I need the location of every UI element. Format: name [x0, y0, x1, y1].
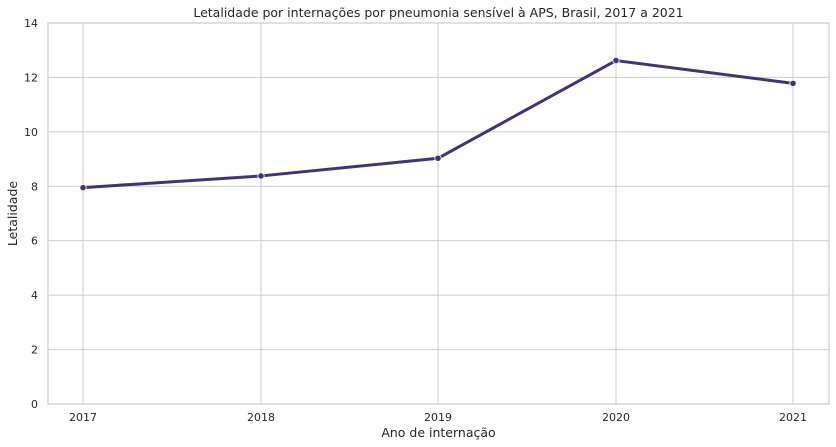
x-axis-label: Ano de internação [381, 425, 495, 440]
y-tick-label: 10 [24, 126, 38, 139]
data-point [79, 184, 87, 192]
plot-area [47, 22, 830, 405]
y-tick-label: 2 [31, 344, 38, 357]
data-point [434, 154, 442, 162]
y-tick-label: 14 [24, 17, 38, 30]
series-layer [79, 56, 797, 192]
x-tick-label: 2018 [247, 411, 275, 424]
y-tick-label: 6 [31, 235, 38, 248]
data-point [612, 56, 620, 65]
y-tick-label: 8 [31, 180, 38, 193]
y-tick-label: 12 [24, 71, 38, 84]
chart-title: Letalidade por internações por pneumonia… [193, 5, 683, 20]
x-tick-label: 2017 [69, 411, 97, 424]
x-tick-label: 2019 [424, 411, 452, 424]
data-point [789, 79, 797, 88]
x-tick-label: 2020 [602, 411, 630, 424]
data-point [257, 172, 265, 180]
grid-lines [48, 22, 829, 405]
x-axis-ticks: 2017 2018 2019 2020 2021 [69, 411, 807, 424]
y-axis-ticks: 0 2 4 6 8 10 12 14 [24, 17, 38, 411]
y-axis-label: Letalidade [5, 181, 20, 246]
y-tick-label: 4 [31, 289, 38, 302]
x-tick-label: 2021 [779, 411, 807, 424]
y-tick-label: 0 [31, 398, 38, 411]
